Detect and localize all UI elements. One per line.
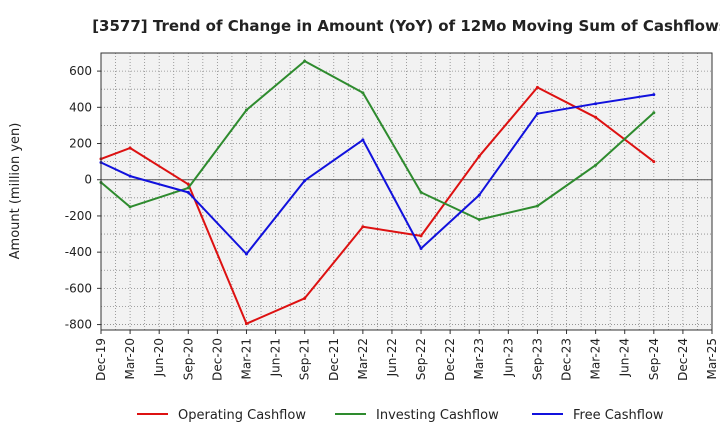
free-cashflow-point <box>186 190 190 194</box>
investing-cashflow-point <box>535 204 539 208</box>
y-tick-label: -400 <box>65 245 92 259</box>
x-tick-label: Mar-22 <box>356 338 370 379</box>
operating-cashflow-point <box>652 160 656 164</box>
investing-cashflow-point <box>652 111 656 115</box>
x-tick-label: Sep-23 <box>530 338 544 380</box>
x-tick-label: Jun-22 <box>385 338 399 377</box>
x-tick-label: Mar-20 <box>123 338 137 379</box>
operating-cashflow-point <box>303 296 307 300</box>
x-tick-label: Sep-20 <box>181 338 195 380</box>
x-tick-label: Dec-19 <box>94 338 108 381</box>
x-tick-label: Mar-24 <box>589 338 603 379</box>
x-tick-label: Jun-23 <box>501 338 515 377</box>
x-tick-label: Jun-24 <box>618 338 632 377</box>
operating-cashflow-point <box>244 322 248 326</box>
free-cashflow-point <box>361 138 365 142</box>
legend-label-free-cashflow: Free Cashflow <box>573 408 664 423</box>
free-cashflow-point <box>303 179 307 183</box>
x-tick-label: Sep-21 <box>298 338 312 380</box>
x-tick-label: Dec-20 <box>210 338 224 381</box>
legend-label-operating-cashflow: Operating Cashflow <box>178 408 306 423</box>
y-tick-label: 600 <box>69 64 92 78</box>
free-cashflow-point <box>244 252 248 256</box>
x-tick-label: Jun-20 <box>152 338 166 377</box>
operating-cashflow-point <box>594 115 598 119</box>
operating-cashflow-point <box>477 154 481 158</box>
investing-cashflow-point <box>303 59 307 63</box>
investing-cashflow-point <box>361 91 365 95</box>
chart-title: [3577] Trend of Change in Amount (YoY) o… <box>92 17 720 35</box>
y-tick-label: 200 <box>69 137 92 151</box>
x-tick-label: Dec-24 <box>676 338 690 381</box>
x-tick-label: Mar-21 <box>239 338 253 379</box>
x-tick-label: Dec-23 <box>560 338 574 381</box>
y-axis-label: Amount (million yen) <box>8 123 23 260</box>
y-tick-label: -600 <box>65 281 92 295</box>
operating-cashflow-point <box>186 182 190 186</box>
operating-cashflow-point <box>361 225 365 229</box>
investing-cashflow-point <box>477 218 481 222</box>
free-cashflow-point <box>419 247 423 251</box>
investing-cashflow-point <box>594 163 598 167</box>
y-tick-label: -200 <box>65 209 92 223</box>
x-tick-label: Mar-23 <box>472 338 486 379</box>
x-tick-label: Jun-21 <box>269 338 283 377</box>
x-tick-label: Dec-21 <box>327 338 341 381</box>
free-cashflow-point <box>535 112 539 116</box>
y-tick-label: -800 <box>65 318 92 332</box>
investing-cashflow-point <box>419 190 423 194</box>
investing-cashflow-point <box>128 205 132 209</box>
x-tick-label: Sep-24 <box>647 338 661 380</box>
y-tick-label: 400 <box>69 100 92 114</box>
operating-cashflow-point <box>419 234 423 238</box>
operating-cashflow-point <box>535 85 539 89</box>
plot-frame <box>100 52 713 331</box>
operating-cashflow-point <box>128 146 132 150</box>
investing-cashflow-point <box>244 108 248 112</box>
free-cashflow-point <box>477 193 481 197</box>
free-cashflow-point <box>652 93 656 97</box>
free-cashflow-point <box>594 102 598 106</box>
legend-label-investing-cashflow: Investing Cashflow <box>376 408 499 423</box>
x-tick-label: Dec-22 <box>443 338 457 381</box>
investing-cashflow-point <box>186 186 190 190</box>
y-tick-label: 0 <box>84 173 92 187</box>
free-cashflow-point <box>128 174 132 178</box>
x-tick-label: Mar-25 <box>705 338 719 379</box>
x-tick-label: Sep-22 <box>414 338 428 380</box>
